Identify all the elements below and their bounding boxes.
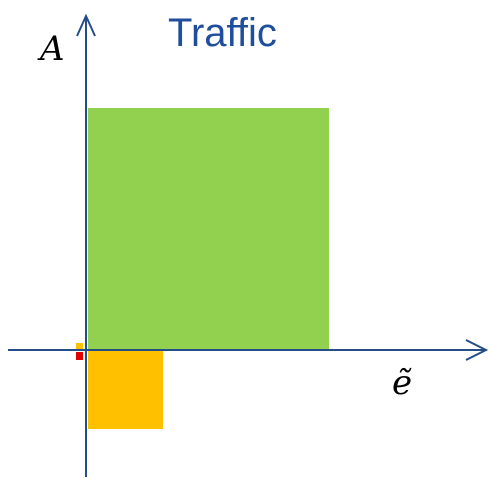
diagram-title: Traffic (168, 11, 277, 55)
axes (8, 13, 489, 477)
x-axis-label: ẽ (392, 363, 412, 403)
red-marker (76, 352, 83, 360)
y-axis-label: A (37, 29, 65, 69)
y-axis-arrowhead (76, 13, 96, 37)
x-axis-arrowhead (465, 339, 489, 361)
yellow-marker (76, 343, 83, 350)
orange-region (88, 351, 163, 429)
green-region (88, 108, 329, 350)
